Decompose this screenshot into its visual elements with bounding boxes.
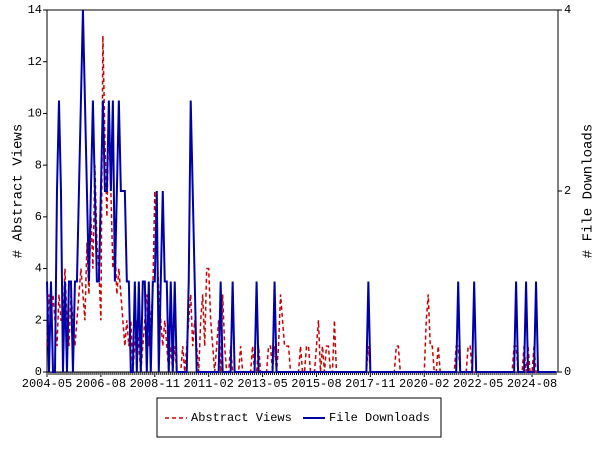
- x-tick-label: 2017-11: [345, 377, 395, 391]
- x-tick-label: 2015-08: [291, 377, 341, 391]
- legend-label: File Downloads: [329, 411, 430, 425]
- y-tick-label: 4: [35, 262, 42, 276]
- x-tick-label: 2008-11: [130, 377, 180, 391]
- x-tick-label: 2020-02: [399, 377, 449, 391]
- y2-axis-label: # File Downloads: [581, 124, 597, 258]
- data-line: [46, 35, 556, 373]
- y-tick-label: 10: [28, 107, 42, 121]
- x-tick-label: 2006-08: [76, 377, 126, 391]
- y-tick-label: 2: [35, 313, 42, 327]
- legend-label: Abstract Views: [191, 411, 292, 425]
- x-tick-label: 2013-05: [237, 377, 287, 391]
- x-tick-label: 2004-05: [22, 377, 72, 391]
- x-tick-label: 2024-08: [507, 377, 557, 391]
- y-tick-label: 8: [35, 158, 42, 172]
- y-tick-label: 12: [28, 55, 42, 69]
- y-tick-label: 0: [35, 365, 42, 379]
- x-tick-label: 2011-02: [183, 377, 233, 391]
- y2-tick-label: 4: [564, 3, 571, 17]
- y-tick-label: 6: [35, 210, 42, 224]
- y-axis-label: # Abstract Views: [11, 124, 27, 258]
- x-tick-label: 2022-05: [453, 377, 503, 391]
- y-tick-label: 14: [28, 3, 42, 17]
- data-line: [46, 9, 556, 373]
- y2-tick-label: 0: [564, 365, 571, 379]
- y2-tick-label: 2: [564, 184, 571, 198]
- legend-box: [156, 397, 442, 438]
